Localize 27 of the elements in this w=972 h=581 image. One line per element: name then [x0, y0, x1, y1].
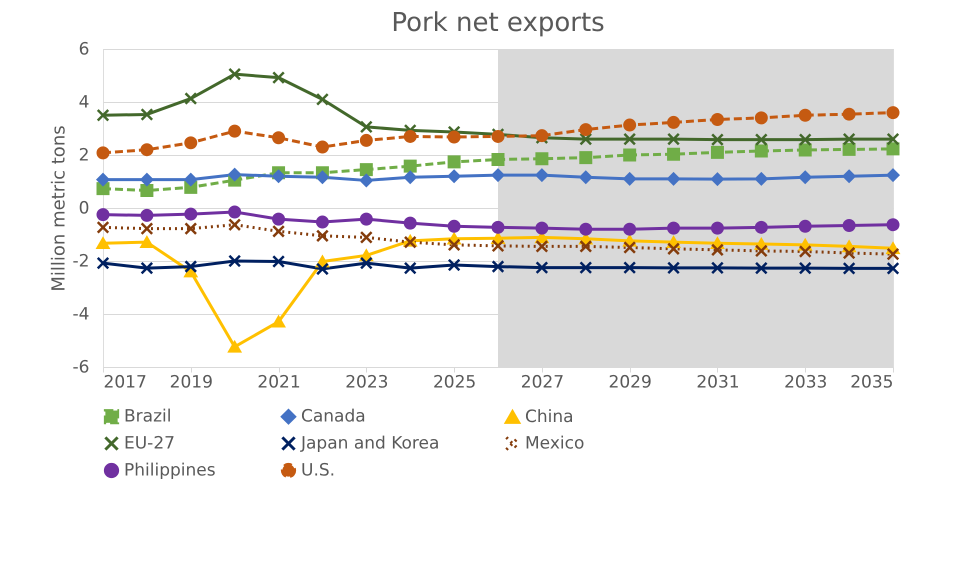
x-tick-label: 2025 — [432, 372, 476, 392]
chart-title: Pork net exports — [391, 8, 605, 38]
legend-label: Canada — [301, 406, 366, 427]
legend-label: EU-27 — [124, 434, 175, 454]
x-tick-label: 2035 — [850, 372, 894, 392]
x-tick-label: 2029 — [608, 372, 652, 392]
x-tick-label: 2033 — [784, 372, 828, 392]
y-tick-label: -6 — [72, 358, 90, 378]
x-tick-label: 2021 — [257, 372, 301, 392]
y-tick-label: -2 — [72, 252, 90, 272]
x-tick-label: 2031 — [696, 372, 740, 392]
legend-label: Philippines — [124, 460, 216, 480]
legend-label: China — [525, 407, 574, 428]
x-tick-label: 2027 — [520, 372, 564, 392]
x-tick-label: 2023 — [345, 372, 388, 392]
y-axis-title: Million metric tons — [48, 125, 70, 292]
legend-label: Japan and Korea — [300, 434, 440, 454]
legend-label: Mexico — [525, 434, 584, 454]
y-tick-label: 4 — [78, 92, 90, 112]
y-tick-label: 0 — [78, 198, 90, 218]
legend-label: Brazil — [124, 406, 172, 427]
legend-label: U.S. — [301, 460, 336, 480]
x-tick-label: 2017 — [104, 372, 147, 392]
y-tick-label: 2 — [78, 146, 90, 166]
y-tick-label: 6 — [78, 40, 90, 60]
y-tick-label: -4 — [72, 304, 90, 324]
x-tick-label: 2019 — [170, 372, 213, 392]
